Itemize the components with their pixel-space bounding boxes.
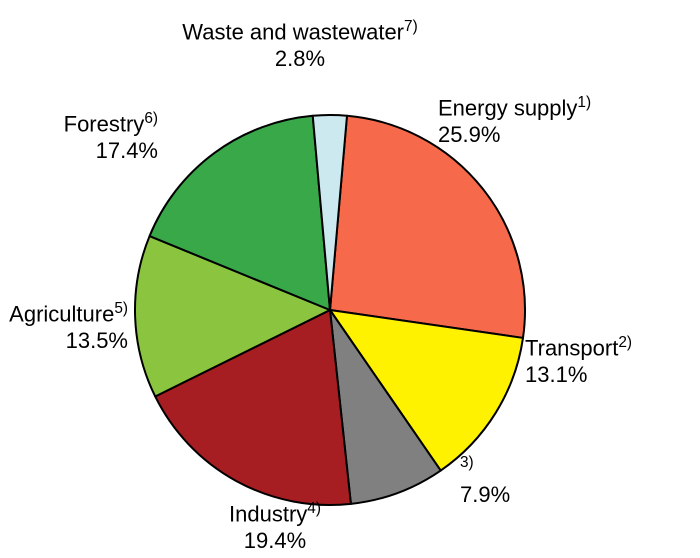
slice-pct: 7.9% (460, 482, 510, 508)
slice-label-forestry: Forestry6) 17.4% (64, 110, 158, 164)
slice-sup: 4) (307, 500, 321, 517)
slice-name: Waste and wastewater (182, 19, 404, 44)
slice-sup: 5) (114, 300, 128, 317)
slice-sup: 1) (577, 94, 591, 111)
slice-name: Energy supply (438, 95, 577, 120)
slice-label-waste: Waste and wastewater7) 2.8% (160, 18, 440, 72)
slice-pct: 19.4% (172, 528, 378, 554)
slice-pct: 17.4% (64, 138, 158, 164)
slice-name: Forestry (64, 111, 145, 136)
slice-pct: 25.9% (438, 122, 591, 148)
slice-label-transport: Transport2) 13.1% (525, 334, 632, 388)
slice-sup: 7) (404, 18, 418, 35)
slice-name: Agriculture (9, 301, 114, 326)
slice-label-residential: 3) 7.9% (460, 454, 510, 508)
slice-label-industry: Industry4) 19.4% (172, 500, 378, 554)
slice-sup: 2) (618, 334, 632, 351)
slice-label-agriculture: Agriculture5) 13.5% (9, 300, 128, 354)
slice-pct: 13.1% (525, 362, 632, 388)
slice-sup: 6) (144, 110, 158, 127)
pie-chart-svg (0, 0, 700, 558)
slice-pct: 13.5% (9, 328, 128, 354)
chart-stage: Energy supply1) 25.9% Transport2) 13.1% … (0, 0, 700, 558)
slice-label-energy-supply: Energy supply1) 25.9% (438, 94, 591, 148)
pie-slice (330, 116, 525, 338)
slice-sup: 3) (460, 454, 474, 471)
slice-name: Industry (229, 501, 307, 526)
slice-name: Transport (525, 335, 618, 360)
slice-pct: 2.8% (160, 46, 440, 72)
